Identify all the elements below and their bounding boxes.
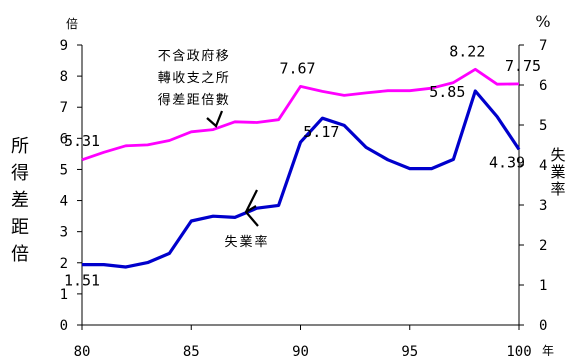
data-label: 1.51 — [64, 272, 100, 290]
income-gap-line — [81, 67, 520, 162]
x-axis-unit: 年 — [542, 344, 554, 356]
left-axis-unit: 倍 — [66, 16, 78, 31]
left-tick-label: 6 — [60, 131, 68, 147]
data-labels: 5.31 7.67 8.22 7.75 1.51 5.17 5.85 4.39 — [64, 42, 541, 289]
unemployment-line — [82, 89, 521, 269]
series-layer — [81, 67, 521, 269]
right-tick-label: 3 — [539, 198, 547, 214]
data-label: 5.17 — [303, 123, 339, 141]
right-tick-label: 1 — [539, 278, 547, 294]
left-tick-label: 0 — [60, 318, 68, 334]
data-label: 7.75 — [505, 57, 541, 75]
data-label: 5.31 — [64, 132, 100, 150]
left-tick-label: 1 — [60, 287, 68, 303]
right-tick-label: 6 — [539, 78, 547, 94]
right-axis-unit: % — [535, 12, 550, 31]
x-tick-label: 90 — [292, 344, 309, 356]
right-tick-label: 0 — [539, 318, 547, 334]
left-axis-label: 所得差距倍 — [11, 136, 29, 265]
left-tick-label: 4 — [60, 194, 68, 210]
right-tick-label: 4 — [539, 158, 547, 174]
left-tick-label: 3 — [60, 225, 68, 241]
data-label: 4.39 — [489, 153, 525, 171]
data-label: 7.67 — [279, 59, 315, 77]
left-tick-label: 2 — [60, 256, 68, 272]
x-tick-label: 100 — [506, 344, 531, 356]
left-tick-label: 5 — [60, 162, 68, 178]
left-tick-label: 7 — [60, 100, 68, 116]
unemployment-annotation: 失業率 — [224, 234, 269, 250]
income-gap-arrow-icon — [206, 110, 224, 128]
unemployment-arrow-icon — [244, 189, 259, 227]
data-label: 5.85 — [429, 83, 465, 101]
data-label: 8.22 — [449, 42, 485, 60]
right-tick-label: 2 — [539, 238, 547, 254]
income-gap-annotation-line: 轉收支之所 — [158, 71, 231, 86]
right-tick-label: 5 — [539, 118, 547, 134]
left-tick-label: 8 — [60, 69, 68, 85]
left-tick-label: 9 — [60, 38, 68, 54]
x-tick-label: 95 — [401, 344, 418, 356]
x-tick-label: 85 — [183, 344, 200, 356]
right-tick-label: 7 — [539, 38, 547, 54]
x-tick-label: 80 — [74, 344, 91, 356]
income-gap-annotation-line: 不含政府移 — [158, 48, 231, 64]
income-gap-annotation-line: 得差距倍數 — [158, 92, 231, 108]
right-axis-label: 失業率 — [550, 146, 565, 198]
